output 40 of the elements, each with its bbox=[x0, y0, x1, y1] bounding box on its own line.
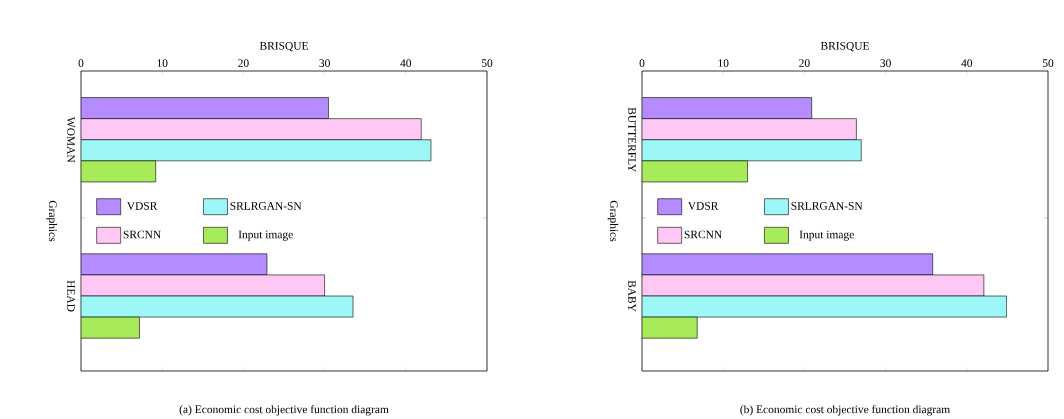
legend-label: VDSR bbox=[687, 202, 719, 210]
legend-label: Input image bbox=[238, 230, 293, 241]
x-tick-label: 50 bbox=[481, 59, 493, 67]
x-tick-label: 20 bbox=[799, 59, 810, 67]
bar bbox=[81, 139, 432, 162]
y-tick-label: WOMAN bbox=[67, 116, 75, 163]
bar bbox=[81, 118, 422, 141]
x-tick-label: 40 bbox=[400, 59, 412, 67]
text: (a) Economic cost objective function diagram bbox=[179, 405, 389, 416]
x-tick-label: 50 bbox=[1042, 59, 1054, 67]
x-tick-label: 10 bbox=[718, 59, 729, 67]
x-tick-label: 30 bbox=[319, 59, 330, 67]
bar bbox=[642, 253, 933, 276]
x-tick-label: 0 bbox=[78, 59, 84, 67]
text: (b) Economic cost objective function diagram bbox=[740, 405, 950, 416]
bar bbox=[81, 316, 140, 339]
bar bbox=[81, 160, 156, 183]
y-axis-title: Graphics bbox=[46, 200, 58, 242]
bar bbox=[642, 118, 857, 141]
legend-label: SRLRGAN-SN bbox=[791, 202, 863, 210]
x-tick-label: 10 bbox=[157, 59, 168, 67]
x-tick-label: 40 bbox=[961, 59, 973, 67]
bar bbox=[642, 274, 985, 297]
y-axis-title: Graphics bbox=[607, 200, 619, 242]
x-axis-title: BRISQUE bbox=[259, 41, 308, 52]
bar bbox=[81, 97, 329, 119]
x-tick-label: 0 bbox=[639, 59, 645, 67]
legend-label: SRLRGAN-SN bbox=[230, 202, 302, 210]
x-axis-title: BRISQUE bbox=[820, 41, 869, 52]
legend-label: SRCNN bbox=[123, 230, 161, 239]
legend-label: Input image bbox=[799, 230, 854, 241]
bar bbox=[642, 97, 813, 119]
y-tick-label: HEAD bbox=[67, 280, 75, 312]
x-tick-label: 30 bbox=[880, 59, 891, 67]
x-tick-label: 20 bbox=[238, 59, 249, 67]
y-tick-label: BUTTERFLY bbox=[628, 107, 636, 172]
legend-label: SRCNN bbox=[684, 230, 722, 239]
legend-label: VDSR bbox=[126, 202, 158, 210]
y-tick-label: BABY bbox=[628, 280, 636, 312]
bar bbox=[81, 253, 268, 276]
